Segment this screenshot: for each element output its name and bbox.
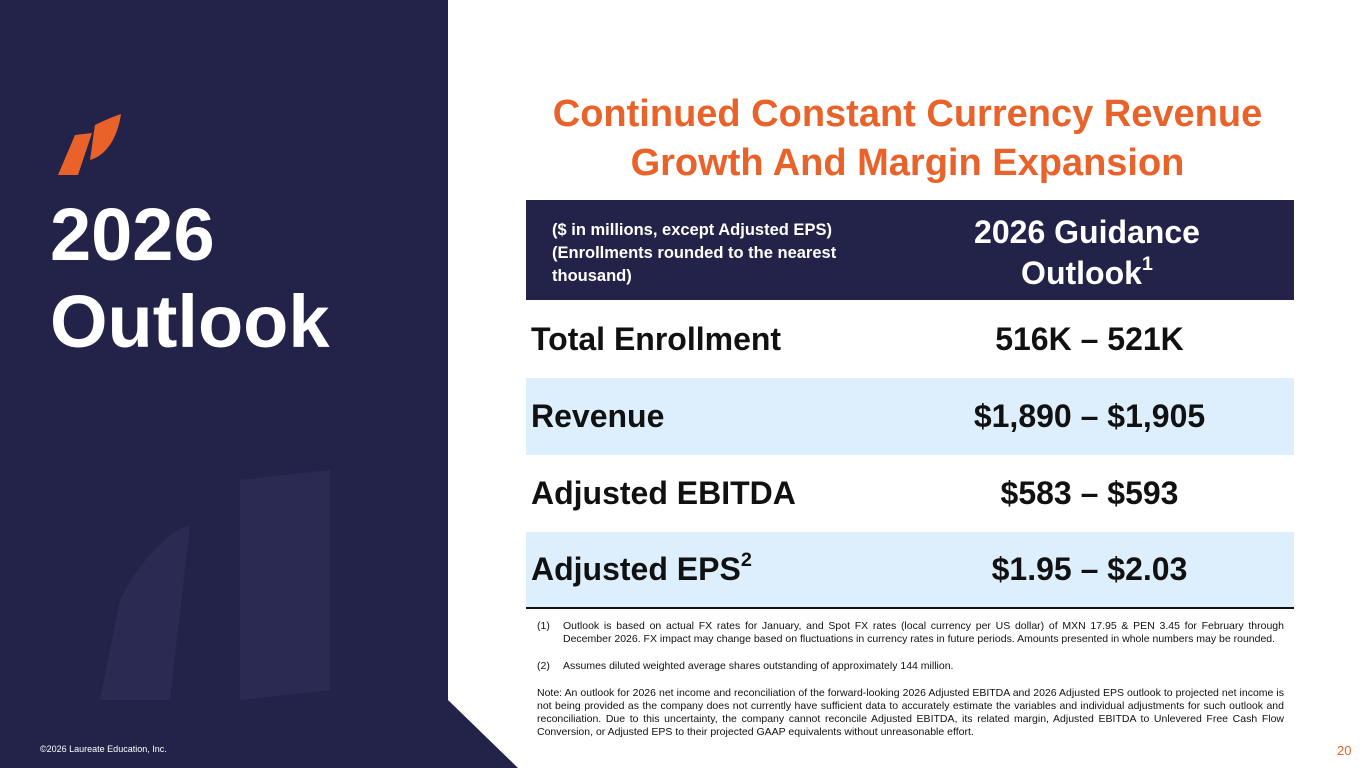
footnote-text: Outlook is based on actual FX rates for …	[563, 620, 1284, 645]
table-row: Adjusted EPS2 $1.95 – $2.03	[526, 532, 1294, 609]
table-row: Adjusted EBITDA $583 – $593	[526, 455, 1294, 532]
note: Note: An outlook for 2026 net income and…	[537, 687, 1284, 738]
title: Continued Constant Currency Revenue	[552, 93, 1263, 135]
row-value: $1,890 – $1,905	[973, 398, 1206, 434]
title: Growth And Margin Expansion	[630, 142, 1185, 184]
footnote: (1) Outlook is based on actual FX rates …	[537, 620, 1284, 646]
footnote-text: Assumes diluted weighted average shares …	[563, 660, 954, 672]
footnote-marker: (1)	[537, 620, 550, 632]
footnote-ref: 1	[1141, 253, 1153, 276]
header-note-line: (Enrollments rounded to the nearest	[552, 244, 837, 262]
footnote: (2) Assumes diluted weighted average sha…	[537, 660, 1284, 673]
row-label: Total Enrollment	[531, 321, 782, 357]
logo	[90, 114, 121, 160]
logo	[58, 133, 92, 175]
header-note-line: ($ in millions, except Adjusted EPS)	[552, 221, 832, 239]
decor	[240, 470, 330, 700]
header-column-text: Outlook	[1021, 255, 1142, 291]
page-number: 20	[1337, 743, 1352, 758]
row-label: Adjusted EPS2	[526, 549, 885, 588]
row-value: $583 – $593	[1000, 475, 1179, 511]
sidebar-title: 2026	[50, 193, 215, 276]
sidebar-title: Outlook	[50, 280, 330, 363]
footnote-ref: 2	[740, 549, 752, 572]
table-row: Total Enrollment 516K – 521K	[526, 301, 1294, 378]
header-note: ($ in millions, except Adjusted EPS) (En…	[552, 219, 836, 288]
header-note-line: thousand)	[552, 267, 632, 285]
header-column: 2026 Guidance Outlook1	[880, 212, 1294, 294]
footnote-marker: (2)	[537, 660, 550, 672]
row-label: Revenue	[531, 398, 665, 434]
row-label: Adjusted EBITDA	[531, 475, 796, 511]
decor	[100, 525, 190, 700]
header-column-line: 2026 Guidance	[974, 214, 1200, 250]
row-value: 516K – 521K	[995, 321, 1184, 357]
table-row: Revenue $1,890 – $1,905	[526, 378, 1294, 455]
row-label-text: Adjusted EPS	[531, 551, 741, 587]
header-column-line: Outlook1	[880, 253, 1294, 294]
table-header: ($ in millions, except Adjusted EPS) (En…	[526, 200, 1294, 300]
row-value: $1.95 – $2.03	[991, 551, 1188, 587]
sidebar-panel	[0, 0, 518, 768]
copyright: ©2026 Laureate Education, Inc.	[40, 744, 167, 754]
